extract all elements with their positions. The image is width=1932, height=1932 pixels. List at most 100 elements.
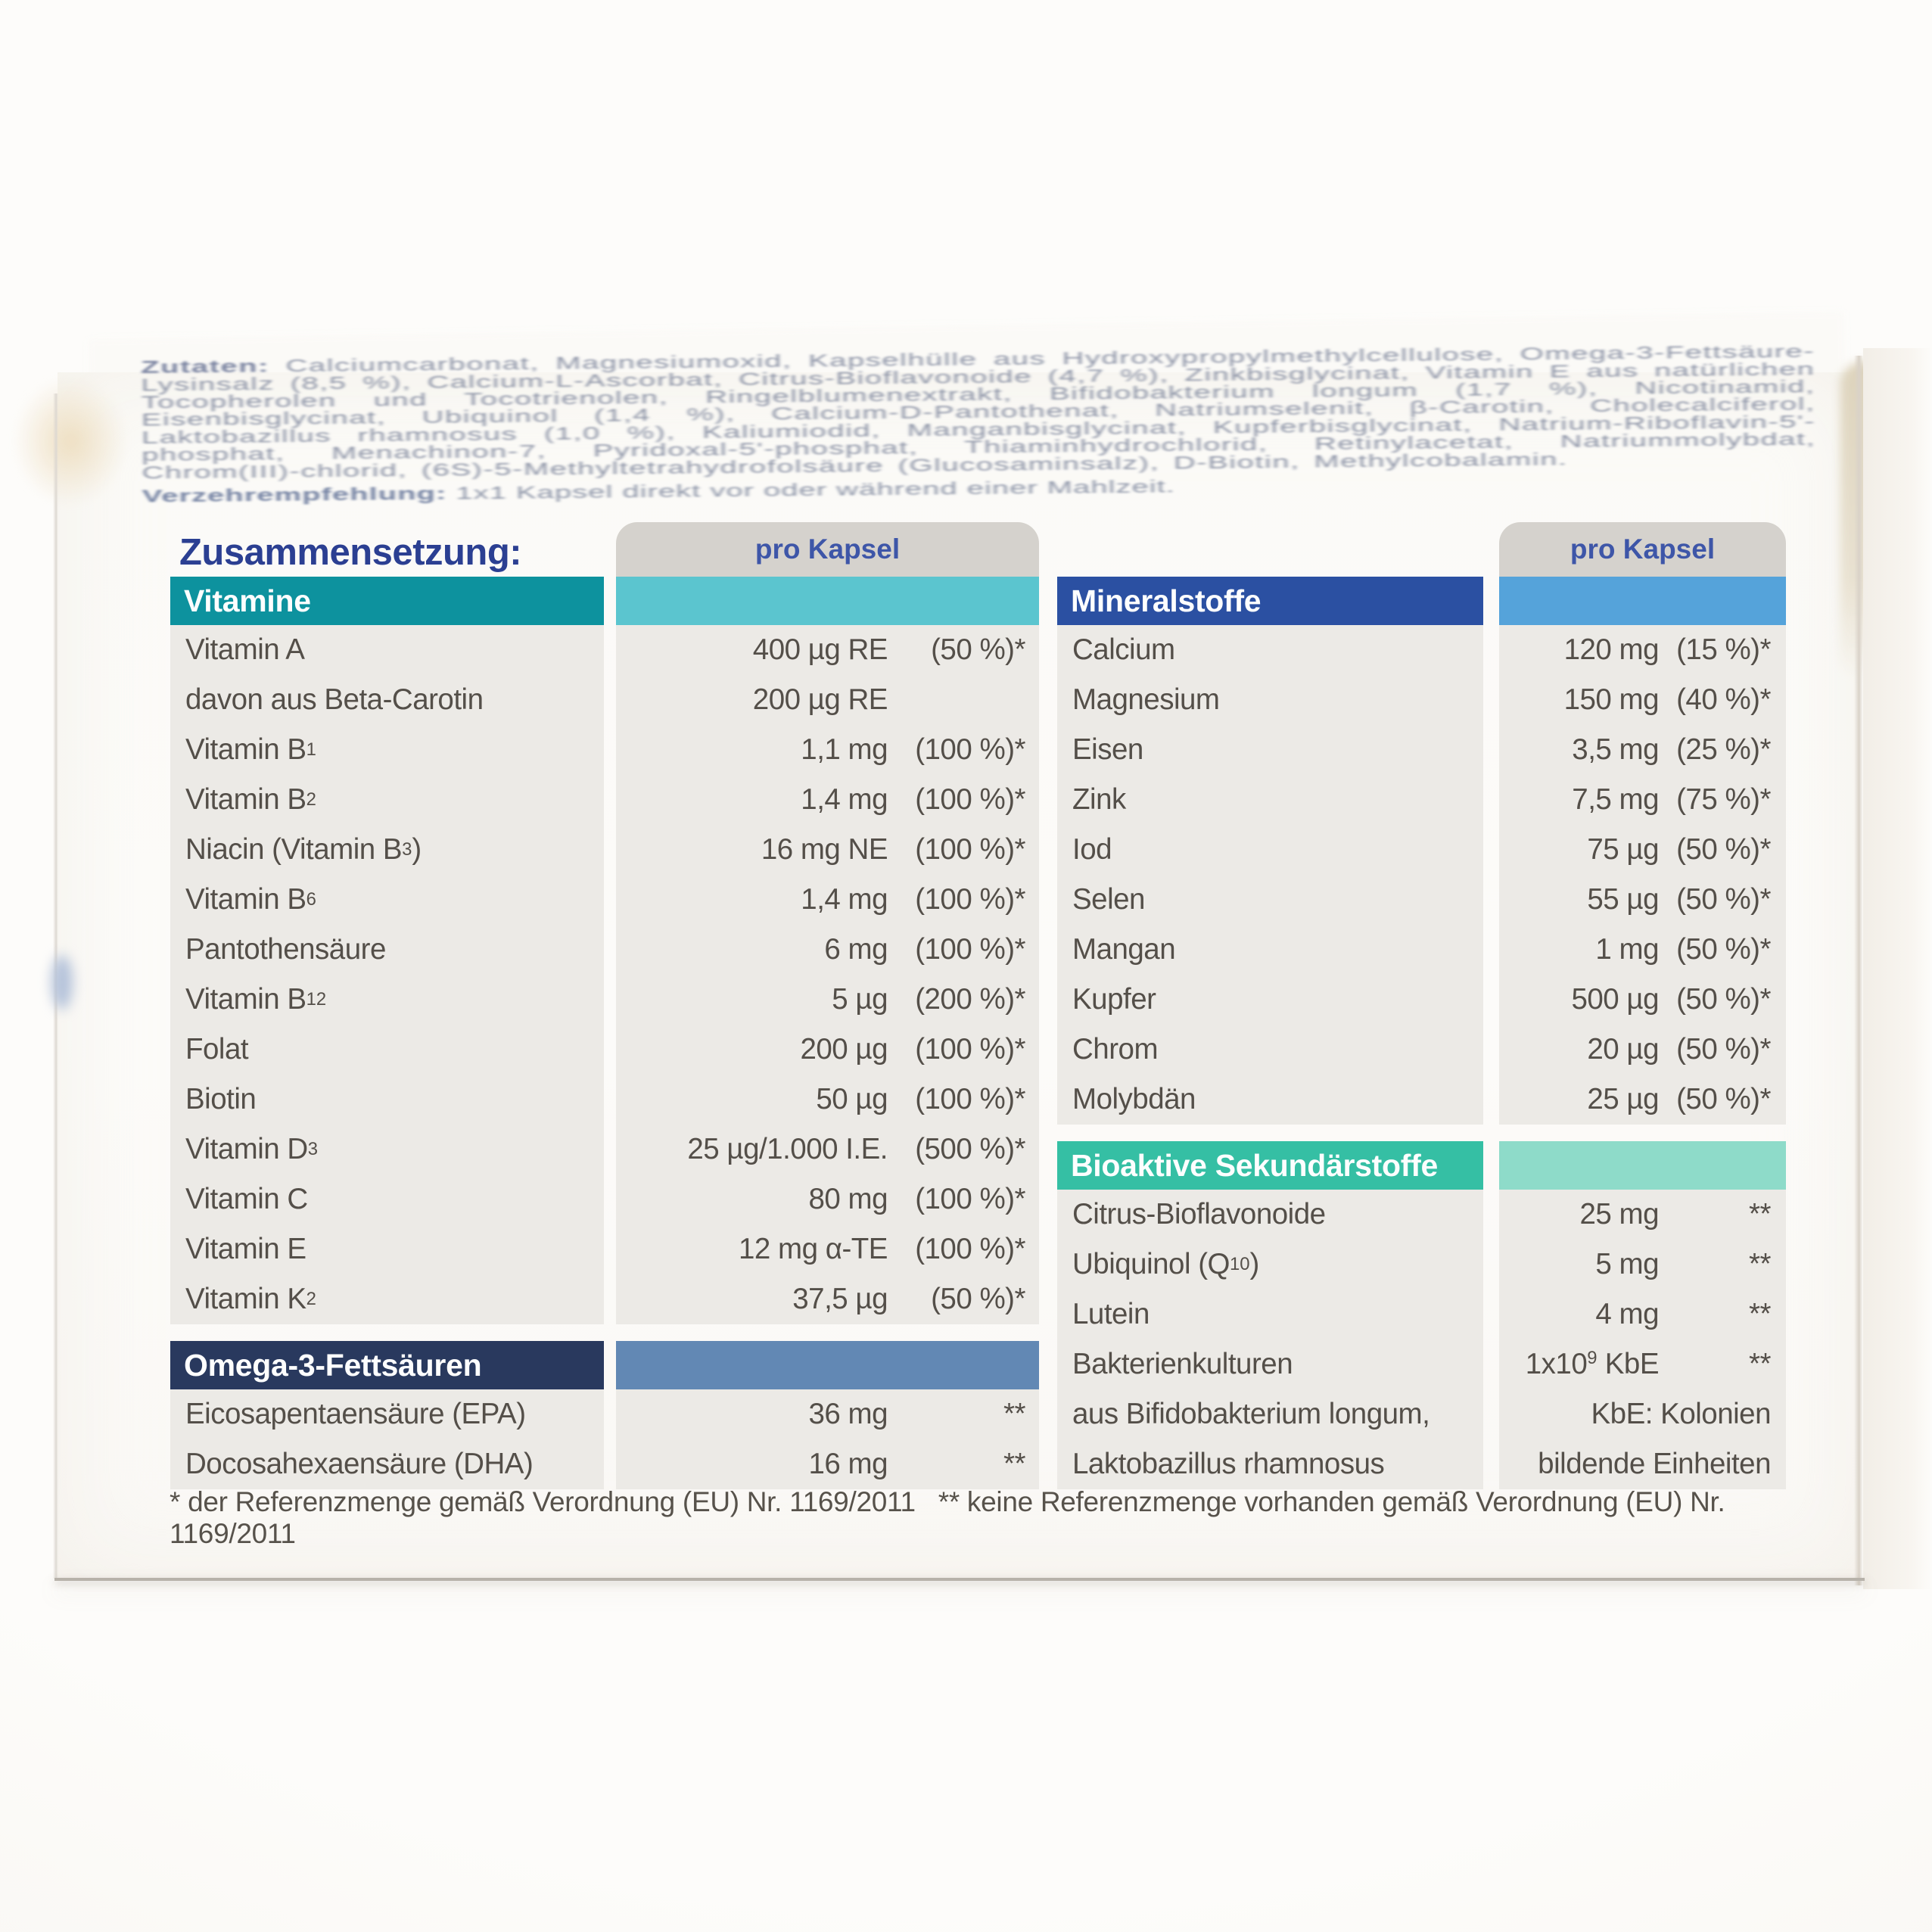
per-capsule-header-left: pro Kapsel bbox=[616, 522, 1039, 577]
row-label: Ubiquinol (Q 10) bbox=[1057, 1240, 1483, 1290]
row-label: Folat bbox=[170, 1025, 604, 1075]
box-edge-bottom bbox=[54, 1578, 1865, 1581]
row-value: 37,5 µg (50 %)* bbox=[616, 1274, 1039, 1324]
table-row: Pantothensäure 6 mg (100 %)* bbox=[170, 925, 1039, 975]
row-value: 3,5 mg (25 %)* bbox=[1499, 725, 1786, 775]
row-value: 1x109 KbE ** bbox=[1499, 1339, 1786, 1389]
section-band bbox=[1499, 577, 1786, 625]
row-value: 1 mg (50 %)* bbox=[1499, 925, 1786, 975]
row-label: Selen bbox=[1057, 875, 1483, 925]
row-label: Vitamin A bbox=[170, 625, 604, 675]
table-row: Chrom 20 µg (50 %)* bbox=[1057, 1025, 1786, 1075]
row-label: Pantothensäure bbox=[170, 925, 604, 975]
row-label: Niacin (Vitamin B 3) bbox=[170, 825, 604, 875]
row-value: 1,4 mg (100 %)* bbox=[616, 875, 1039, 925]
serving-label: Verzehrempfehlung: bbox=[142, 484, 447, 506]
section-title: Vitamine bbox=[184, 583, 311, 618]
table-row: Calcium 120 mg (15 %)* bbox=[1057, 625, 1786, 675]
row-label: Molybdän bbox=[1057, 1075, 1483, 1125]
row-value: 5 µg (200 %)* bbox=[616, 975, 1039, 1025]
row-value: 400 µg RE (50 %)* bbox=[616, 625, 1039, 675]
row-value: KbE: Kolonien bbox=[1499, 1389, 1786, 1439]
box-edge-reflection bbox=[51, 955, 73, 1010]
sections-left: Vitamine Vitamin A 400 µg RE (50 %)* davon a… bbox=[170, 577, 1039, 1489]
row-value: 500 µg (50 %)* bbox=[1499, 975, 1786, 1025]
section-title: Mineralstoffe bbox=[1071, 583, 1262, 618]
row-label: Lutein bbox=[1057, 1290, 1483, 1339]
section-header-omega3: Omega-3-Fettsäuren bbox=[170, 1341, 1039, 1389]
table-row: Iod 75 µg (50 %)* bbox=[1057, 825, 1786, 875]
row-value: 16 mg NE (100 %)* bbox=[616, 825, 1039, 875]
section-title: Omega-3-Fettsäuren bbox=[184, 1347, 482, 1383]
table-row: Vitamin B 6 1,4 mg (100 %)* bbox=[170, 875, 1039, 925]
table-row: Ubiquinol (Q 10) 5 mg ** bbox=[1057, 1240, 1786, 1290]
row-value: 200 µg RE bbox=[616, 675, 1039, 725]
table-row: Vitamin B 1 1,1 mg (100 %)* bbox=[170, 725, 1039, 775]
composition-table-right: pro Kapsel Mineralstoffe Calcium 120 mg (15… bbox=[1057, 522, 1786, 1489]
row-label: Citrus-Bioflavonoide bbox=[1057, 1190, 1483, 1240]
row-label: aus Bifidobakterium longum, bbox=[1057, 1389, 1483, 1439]
table-row: Folat 200 µg (100 %)* bbox=[170, 1025, 1039, 1075]
table-row: davon aus Beta-Carotin 200 µg RE bbox=[170, 675, 1039, 725]
row-label: Calcium bbox=[1057, 625, 1483, 675]
row-value: 55 µg (50 %)* bbox=[1499, 875, 1786, 925]
row-value: 20 µg (50 %)* bbox=[1499, 1025, 1786, 1075]
table-row: Citrus-Bioflavonoide 25 mg ** bbox=[1057, 1190, 1786, 1240]
box-corner-flap-left bbox=[14, 377, 127, 506]
row-value: 6 mg (100 %)* bbox=[616, 925, 1039, 975]
table-row: Selen 55 µg (50 %)* bbox=[1057, 875, 1786, 925]
row-label: Eicosapentaensäure (EPA) bbox=[170, 1389, 604, 1439]
table-header-row-left: Zusammensetzung: pro Kapsel bbox=[170, 522, 1039, 577]
row-label: Biotin bbox=[170, 1075, 604, 1125]
ingredients-block: Zutaten: Calciumcarbonat, Magnesiumoxid,… bbox=[141, 342, 1816, 506]
section-header-bioaktive: Bioaktive Sekundärstoffe bbox=[1057, 1141, 1786, 1190]
row-value: 80 mg (100 %)* bbox=[616, 1174, 1039, 1224]
table-row: Vitamin B 2 1,4 mg (100 %)* bbox=[170, 775, 1039, 825]
box-edge-right bbox=[1854, 356, 1863, 1585]
row-label: Laktobazillus rhamnosus bbox=[1057, 1439, 1483, 1489]
row-value: 12 mg α-TE (100 %)* bbox=[616, 1224, 1039, 1274]
per-capsule-header-right: pro Kapsel bbox=[1499, 522, 1786, 577]
table-header-row-right: pro Kapsel bbox=[1057, 522, 1786, 577]
table-row: Eicosapentaensäure (EPA) 36 mg ** bbox=[170, 1389, 1039, 1439]
row-label: Vitamin C bbox=[170, 1174, 604, 1224]
table-row: Zink 7,5 mg (75 %)* bbox=[1057, 775, 1786, 825]
row-label: Magnesium bbox=[1057, 675, 1483, 725]
table-row: Docosahexaensäure (DHA) 16 mg ** bbox=[170, 1439, 1039, 1489]
table-row: Niacin (Vitamin B 3) 16 mg NE (100 %)* bbox=[170, 825, 1039, 875]
composition-title: Zusammensetzung: bbox=[179, 532, 522, 573]
row-label: Iod bbox=[1057, 825, 1483, 875]
table-row: Vitamin E 12 mg α-TE (100 %)* bbox=[170, 1224, 1039, 1274]
section-band bbox=[1499, 1141, 1786, 1190]
table-row: Kupfer 500 µg (50 %)* bbox=[1057, 975, 1786, 1025]
composition-title-cell: Zusammensetzung: bbox=[170, 522, 604, 577]
table-row: Magnesium 150 mg (40 %)* bbox=[1057, 675, 1786, 725]
row-value: 75 µg (50 %)* bbox=[1499, 825, 1786, 875]
section-header-vitamine: Vitamine bbox=[170, 577, 1039, 625]
row-value: 4 mg ** bbox=[1499, 1290, 1786, 1339]
row-value: 5 mg ** bbox=[1499, 1240, 1786, 1290]
row-value: 200 µg (100 %)* bbox=[616, 1025, 1039, 1075]
row-label: Docosahexaensäure (DHA) bbox=[170, 1439, 604, 1489]
section-title: Bioaktive Sekundärstoffe bbox=[1071, 1147, 1438, 1183]
row-value: 16 mg ** bbox=[616, 1439, 1039, 1489]
row-value: 1,4 mg (100 %)* bbox=[616, 775, 1039, 825]
table-row: aus Bifidobakterium longum, KbE: Kolonien bbox=[1057, 1389, 1786, 1439]
sections-right: Mineralstoffe Calcium 120 mg (15 %)* Magnesi… bbox=[1057, 577, 1786, 1489]
table-row: Mangan 1 mg (50 %)* bbox=[1057, 925, 1786, 975]
table-row: Lutein 4 mg ** bbox=[1057, 1290, 1786, 1339]
row-label: Chrom bbox=[1057, 1025, 1483, 1075]
row-label: Kupfer bbox=[1057, 975, 1483, 1025]
section-band bbox=[616, 1341, 1039, 1389]
composition-table-left: Zusammensetzung: pro Kapsel Vitamine Vita… bbox=[170, 522, 1039, 1489]
footnote: * der Referenzmenge gemäß Verordnung (EU… bbox=[170, 1486, 1733, 1549]
table-row: Vitamin B 12 5 µg (200 %)* bbox=[170, 975, 1039, 1025]
row-label: Bakterienkulturen bbox=[1057, 1339, 1483, 1389]
table-row: Vitamin A 400 µg RE (50 %)* bbox=[170, 625, 1039, 675]
table-row: Molybdän 25 µg (50 %)* bbox=[1057, 1075, 1786, 1125]
